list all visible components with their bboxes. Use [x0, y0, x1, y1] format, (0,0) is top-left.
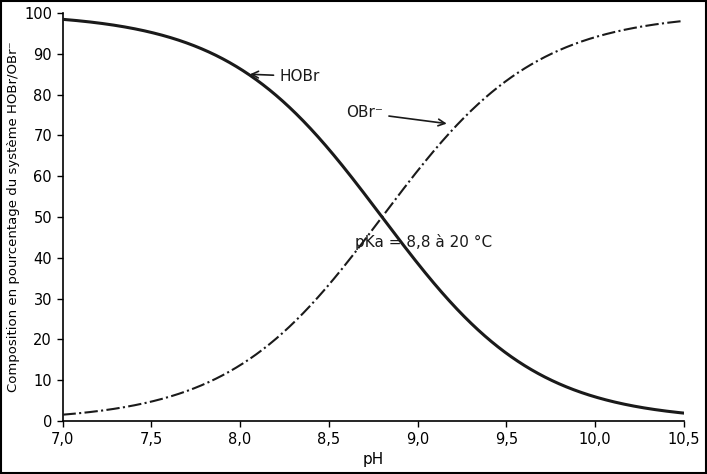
Text: OBr⁻: OBr⁻ [346, 105, 445, 126]
Text: pKa = 8,8 à 20 °C: pKa = 8,8 à 20 °C [356, 234, 493, 249]
Y-axis label: Composition en pourcentage du système HOBr/OBr⁻: Composition en pourcentage du système HO… [7, 42, 20, 392]
X-axis label: pH: pH [363, 452, 384, 467]
Text: HOBr: HOBr [252, 69, 320, 84]
